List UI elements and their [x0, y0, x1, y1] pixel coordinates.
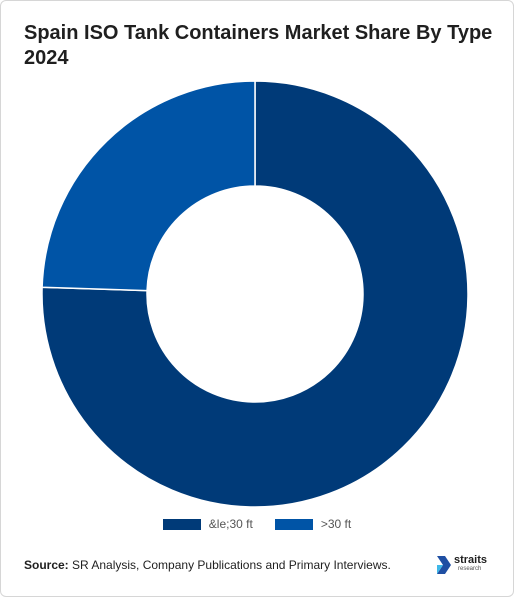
source-label: Source:: [24, 558, 69, 572]
straits-research-logo: straits research: [437, 554, 497, 576]
source-note: Source: SR Analysis, Company Publication…: [24, 558, 391, 572]
donut-slice-gt30[interactable]: [41, 80, 256, 292]
donut-slice-le30[interactable]: [41, 80, 469, 508]
legend-swatch-gt30: [274, 518, 313, 530]
legend-label-le30: &le;30 ft: [208, 517, 253, 531]
source-text: SR Analysis, Company Publications and Pr…: [68, 558, 391, 572]
logo-subtext: research: [458, 566, 482, 572]
legend-item-gt30[interactable]: >30 ft: [274, 517, 352, 531]
legend-swatch-le30: [162, 518, 201, 530]
logo-mark-icon: [437, 556, 451, 574]
chart-title: Spain ISO Tank Containers Market Share B…: [24, 22, 493, 69]
legend-item-le30[interactable]: &le;30 ft: [162, 517, 253, 531]
chart-legend: &le;30 ft >30 ft: [1, 517, 513, 531]
logo-wordmark: straits: [454, 554, 488, 566]
donut-slices: [41, 80, 469, 508]
legend-label-gt30: >30 ft: [320, 517, 352, 531]
